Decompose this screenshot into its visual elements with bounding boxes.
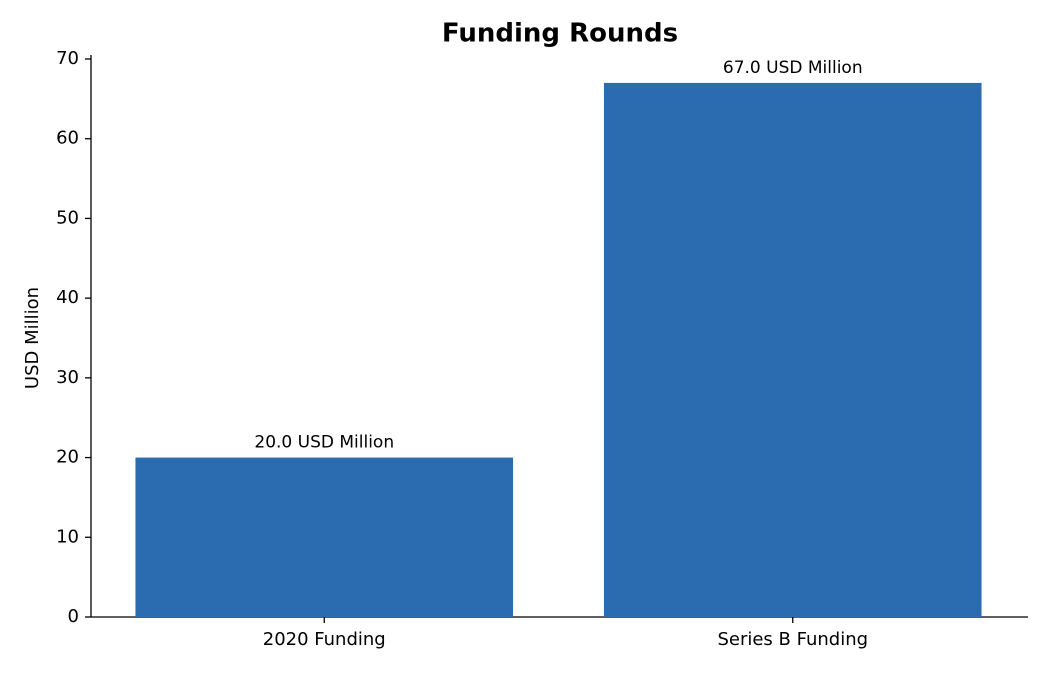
y-tick-label: 20 [56, 447, 79, 468]
y-tick-label: 30 [56, 367, 79, 388]
chart-title: Funding Rounds [442, 19, 678, 49]
x-tick-label: Series B Funding [717, 629, 868, 650]
y-tick-label: 50 [56, 207, 79, 228]
value-label: 20.0 USD Million [254, 433, 394, 453]
y-tick-label: 10 [56, 526, 79, 547]
value-label: 67.0 USD Million [723, 58, 863, 78]
y-tick-label: 0 [68, 606, 79, 627]
y-tick-label: 40 [56, 287, 79, 308]
bar [135, 457, 514, 617]
y-tick-label: 60 [56, 128, 79, 149]
x-tick-label: 2020 Funding [263, 629, 386, 650]
y-tick-label: 70 [56, 48, 79, 69]
bar [603, 82, 982, 617]
y-axis-label: USD Million [22, 287, 43, 389]
